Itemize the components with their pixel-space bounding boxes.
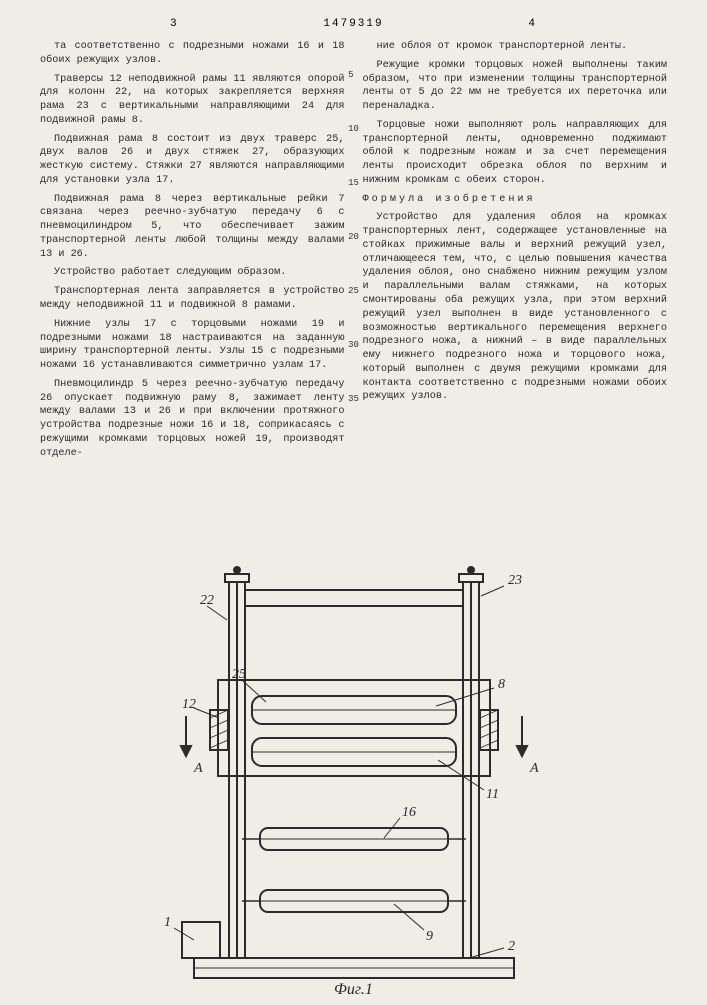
paragraph: та соответственно с подрезными ножами 16…	[40, 40, 345, 68]
page-header: 3 1479319 4	[40, 18, 667, 30]
paragraph: Пневмоцилиндр 5 через реечно-зубчатую пе…	[40, 378, 345, 461]
line-number-gutter: 5 10 15 20 25 30 35	[348, 42, 359, 404]
page-number-left: 3	[170, 18, 179, 30]
formula-heading: Формула изобретения	[363, 193, 668, 207]
paragraph: Подвижная рама 8 через вертикальные рейк…	[40, 193, 345, 262]
callout-11: 11	[486, 787, 499, 802]
line-number: 25	[348, 286, 359, 296]
line-number: 30	[348, 340, 359, 350]
figure-label: Фиг.1	[334, 981, 373, 998]
callout-9: 9	[426, 929, 433, 944]
paragraph: Транспортерная лента заправляется в устр…	[40, 285, 345, 313]
left-column: та соответственно с подрезными ножами 16…	[40, 40, 345, 465]
section-mark-a-right: А	[529, 761, 539, 776]
callout-12: 12	[182, 697, 196, 712]
paragraph: Устройство работает следующим образом.	[40, 266, 345, 280]
line-number: 35	[348, 394, 359, 404]
callout-16: 16	[402, 805, 416, 820]
callout-22: 22	[200, 593, 214, 608]
line-number: 10	[348, 124, 359, 134]
callout-1: 1	[164, 915, 171, 930]
paragraph: Устройство для удаления облоя на кромках…	[363, 211, 668, 404]
document-number: 1479319	[323, 18, 383, 30]
paragraph: Траверсы 12 неподвижной рамы 11 являются…	[40, 73, 345, 128]
callout-23: 23	[508, 573, 522, 588]
callout-25: 25	[232, 667, 246, 682]
right-column: ние облоя от кромок транспортерной ленты…	[363, 40, 668, 465]
page-number-right: 4	[528, 18, 537, 30]
line-number: 15	[348, 178, 359, 188]
figure-svg: 22 23 12 25 8 11 16 9 2 1 А А Фиг.1	[124, 560, 584, 1000]
line-number: 5	[348, 70, 359, 80]
paragraph: Режущие кромки торцовых ножей выполнены …	[363, 59, 668, 114]
paragraph: ние облоя от кромок транспортерной ленты…	[363, 40, 668, 54]
patent-page: 3 1479319 4 5 10 15 20 25 30 35 та соотв…	[0, 0, 707, 1000]
paragraph: Торцовые ножи выполняют роль направляющи…	[363, 119, 668, 188]
paragraph: Нижние узлы 17 с торцовыми ножами 19 и п…	[40, 318, 345, 373]
section-mark-a-left: А	[193, 761, 203, 776]
figure-1: 22 23 12 25 8 11 16 9 2 1 А А Фиг.1	[124, 560, 584, 1000]
callout-2: 2	[508, 939, 515, 954]
line-number: 20	[348, 232, 359, 242]
paragraph: Подвижная рама 8 состоит из двух траверс…	[40, 133, 345, 188]
callout-8: 8	[498, 677, 505, 692]
